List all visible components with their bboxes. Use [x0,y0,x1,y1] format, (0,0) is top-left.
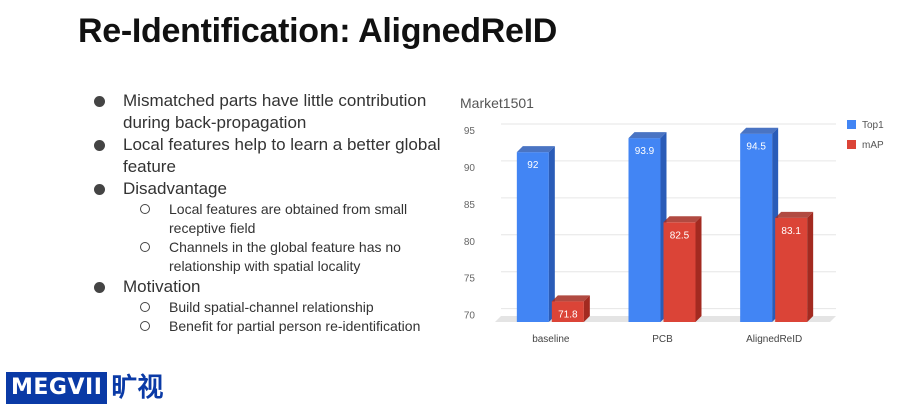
bar-top [775,211,814,218]
bar [628,138,661,322]
sub-bullet-item: Local features are obtained from small r… [92,200,442,238]
bar [663,222,696,322]
sub-bullet-text: Local features are obtained from small r… [169,201,408,236]
bar-chart: Market1501 70 75 80 85 90 95 92 71.8 baseline 93.9… [460,95,884,345]
sub-bullet-ring-icon [140,204,150,214]
sub-bullet-ring-icon [140,302,150,312]
bullet-dot-icon [94,96,105,107]
bar-side [583,295,590,322]
bar [775,217,808,322]
y-tick-label: 80 [464,237,476,248]
bullet-list: Mismatched parts have little contributio… [92,90,442,336]
sub-bullet-item: Build spatial-channel relationship [92,298,442,317]
sub-bullet-ring-icon [140,242,150,252]
data-label: 82.5 [670,230,690,241]
y-tick-label: 70 [464,311,476,322]
bullet-dot-icon [94,184,105,195]
legend-swatch [847,120,856,129]
legend-label: Top1 [862,120,884,131]
x-tick-label: baseline [532,334,570,345]
y-tick-label: 85 [464,200,476,211]
bullet-text: Motivation [123,277,201,296]
x-tick-label: AlignedReID [746,334,802,345]
slide-title: Re-Identification: AlignedReID [78,12,557,50]
bar [516,152,549,322]
sub-bullet-text: Channels in the global feature has no re… [169,239,401,274]
bullet-item: Motivation [92,276,442,298]
bullet-dot-icon [94,282,105,293]
y-tick-label: 75 [464,274,476,285]
bar-top [740,127,779,134]
bullet-item: Mismatched parts have little contributio… [92,90,442,134]
bar-top [551,295,590,302]
megvii-logo: MEGVII 旷视 [6,372,163,404]
data-label: 71.8 [558,309,578,320]
data-label: 83.1 [781,226,801,237]
sub-bullet-text: Benefit for partial person re-identifica… [169,318,421,334]
y-tick-label: 90 [464,163,476,174]
legend-swatch [847,140,856,149]
bar-top [663,216,702,223]
bullet-text: Local features help to learn a better gl… [123,135,441,176]
bar-top [516,146,555,153]
sub-bullet-text: Build spatial-channel relationship [169,299,374,315]
sub-bullet-ring-icon [140,321,150,331]
sub-bullet-item: Channels in the global feature has no re… [92,238,442,276]
bar [740,133,773,322]
legend-label: mAP [862,140,884,151]
bar-side [548,146,555,322]
bar-side [807,211,814,322]
bullet-item: Local features help to learn a better gl… [92,134,442,178]
bullet-text: Disadvantage [123,179,227,198]
logo-brand: MEGVII [6,372,108,404]
bullet-dot-icon [94,140,105,151]
data-label: 93.9 [635,146,655,157]
y-tick-label: 95 [464,126,476,137]
bullet-text: Mismatched parts have little contributio… [123,91,427,132]
data-label: 92 [527,160,539,171]
logo-cn: 旷视 [111,373,164,403]
bar-side [695,216,702,322]
bar-top [628,132,667,139]
data-label: 94.5 [746,142,766,153]
sub-bullet-item: Benefit for partial person re-identifica… [92,317,442,336]
x-tick-label: PCB [652,334,673,345]
chart-title: Market1501 [460,95,534,111]
bullet-item: Disadvantage [92,178,442,200]
bar [551,301,584,322]
